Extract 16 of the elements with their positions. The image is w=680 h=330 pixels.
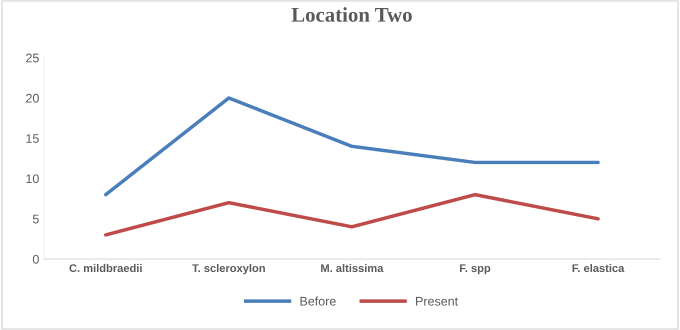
x-tick-label: T. scleroxylon [192,264,265,274]
x-tick-label: M. altissima [321,264,384,272]
x-tick-label: C. mildbraedii [69,264,142,272]
y-tick-label: 15 [26,134,39,143]
line-series [104,96,600,196]
x-tick-label: F. spp [460,264,490,274]
legend-label: Before [300,296,336,306]
legend-label: Present [416,296,458,306]
y-tick-label: 25 [26,54,39,62]
x-tick-label: F. elastica [572,264,624,272]
chart-title: Location Two [292,7,412,22]
y-tick-label: 5 [32,214,39,224]
y-tick-label: 20 [26,94,39,103]
y-tick-label: 10 [26,174,39,184]
line-series [104,192,600,237]
y-tick-label: 0 [32,254,39,264]
